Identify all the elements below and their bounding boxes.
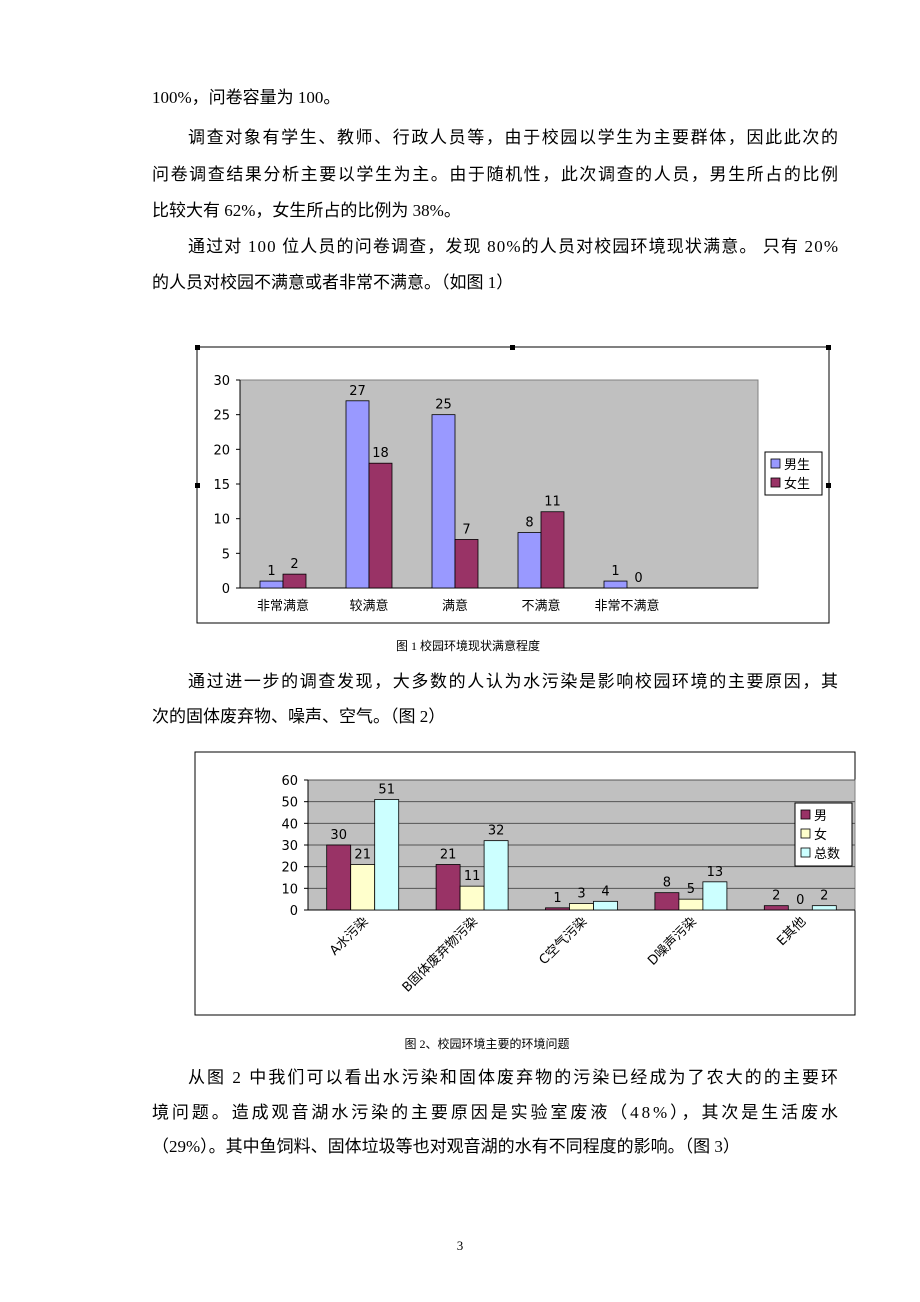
x-tick-label: 满意: [442, 598, 468, 614]
bar: [368, 462, 393, 589]
x-tick-label: 非常满意: [257, 598, 309, 614]
paragraph-line: 问卷调查结果分析主要以学生为主。由于随机性，此次调查的人员，男生所占的比例: [152, 165, 838, 184]
y-tick-label: 60: [281, 774, 298, 789]
bar: [678, 898, 704, 911]
legend-swatch: [770, 477, 781, 488]
y-tick-label: 30: [213, 374, 230, 389]
page-number: 3: [457, 1238, 464, 1253]
paragraph-line: 从图 2 中我们可以看出水污染和固体废弃物的污染已经成为了农大的的主要环: [188, 1068, 838, 1087]
y-tick-label: 40: [281, 817, 298, 832]
legend-label: 男: [814, 809, 827, 824]
paragraph-line: 100%，问卷容量为 100。: [152, 88, 340, 107]
paragraph-line: 调查对象有学生、教师、行政人员等，由于校园以学生为主要群体，因此此次的: [188, 128, 838, 147]
data-label: 5: [687, 882, 695, 897]
data-label: 27: [349, 384, 366, 399]
legend-label: 女生: [784, 476, 810, 492]
data-label: 0: [796, 893, 804, 908]
legend-label: 女: [814, 827, 827, 843]
data-label: 30: [330, 828, 347, 843]
paragraph-line: （29%）。其中鱼饲料、固体垃圾等也对观音湖的水有不同程度的影响。（图 3）: [152, 1137, 740, 1156]
plot-area: [239, 379, 759, 589]
paragraph-line: 通过对 100 位人员的问卷调查，发现 80%的人员对校园环境现状满意。 只有 …: [188, 237, 838, 256]
y-tick-label: 20: [213, 443, 230, 458]
chart-1-frame: [195, 345, 831, 624]
y-tick-label: 10: [213, 513, 230, 528]
chart-caption: 图 2、校园环境主要的环境问题: [404, 1036, 569, 1051]
bar: [593, 900, 618, 911]
data-label: 0: [634, 571, 642, 586]
x-tick-label: 非常不满意: [594, 598, 659, 614]
y-tick-label: 0: [290, 904, 298, 919]
bar: [569, 903, 594, 911]
legend-swatch: [770, 458, 781, 469]
legend-swatch: [800, 847, 811, 858]
paragraph-line: 次的固体废弃物、噪声、空气。（图 2）: [152, 707, 445, 726]
bar: [454, 539, 479, 589]
bar: [702, 881, 728, 911]
bar: [459, 885, 485, 911]
bar: [259, 580, 284, 589]
data-label: 2: [290, 557, 298, 572]
bar: [603, 580, 628, 589]
data-label: 25: [435, 398, 452, 413]
bar: [763, 905, 789, 911]
bar: [374, 799, 400, 911]
data-label: 1: [611, 564, 619, 579]
bar: [345, 400, 370, 589]
bar: [654, 892, 680, 911]
data-label: 21: [440, 848, 457, 863]
paragraph-line: 的人员对校园不满意或者非常不满意。（如图 1）: [152, 273, 513, 292]
data-label: 8: [663, 876, 671, 891]
data-label: 32: [488, 824, 505, 839]
y-tick-label: 5: [222, 547, 230, 562]
x-tick-label: 较满意: [349, 598, 388, 614]
data-label: 13: [707, 865, 724, 880]
bar: [282, 573, 307, 589]
bar: [540, 511, 565, 589]
paragraph-line: 比较大有 62%，女生所占的比例为 38%。: [152, 201, 461, 220]
data-label: 11: [464, 869, 481, 884]
data-label: 4: [601, 884, 609, 899]
y-tick-label: 25: [213, 409, 230, 424]
bar: [431, 414, 456, 589]
y-tick-label: 50: [281, 796, 298, 811]
bar: [350, 864, 376, 911]
legend-label: 总数: [814, 847, 840, 862]
y-tick-label: 0: [222, 582, 230, 597]
data-label: 3: [577, 887, 585, 902]
data-label: 11: [544, 495, 561, 510]
bar: [811, 905, 837, 911]
y-tick-label: 20: [281, 861, 298, 876]
data-label: 18: [372, 446, 389, 461]
chart-caption: 图 1 校园环境现状满意程度: [396, 638, 540, 653]
bar: [435, 864, 461, 911]
data-label: 21: [354, 848, 371, 863]
data-label: 2: [820, 889, 828, 904]
paragraph-line: 通过进一步的调查发现，大多数的人认为水污染是影响校园环境的主要原因，其: [188, 672, 838, 691]
x-tick-label: 不满意: [521, 598, 560, 614]
data-label: 7: [462, 522, 470, 537]
legend-swatch: [800, 809, 811, 820]
y-tick-label: 30: [281, 839, 298, 854]
data-label: 1: [267, 564, 275, 579]
data-label: 51: [378, 783, 395, 798]
bar: [517, 532, 542, 589]
bar: [545, 907, 570, 911]
bar: [326, 844, 352, 911]
legend-swatch: [800, 828, 811, 839]
legend-label: 男生: [784, 458, 810, 473]
chart: 0102030405060A水污染302151B固体废弃物污染211132C空气…: [281, 774, 856, 1051]
data-label: 1: [553, 891, 561, 906]
y-tick-label: 10: [281, 882, 298, 897]
data-label: 2: [772, 889, 780, 904]
data-label: 8: [525, 516, 533, 531]
bar: [483, 840, 509, 911]
paragraph-line: 境问题。造成观音湖水污染的主要原因是实验室废液（48%），其次是生活废水: [152, 1103, 838, 1122]
y-tick-label: 15: [213, 478, 230, 493]
